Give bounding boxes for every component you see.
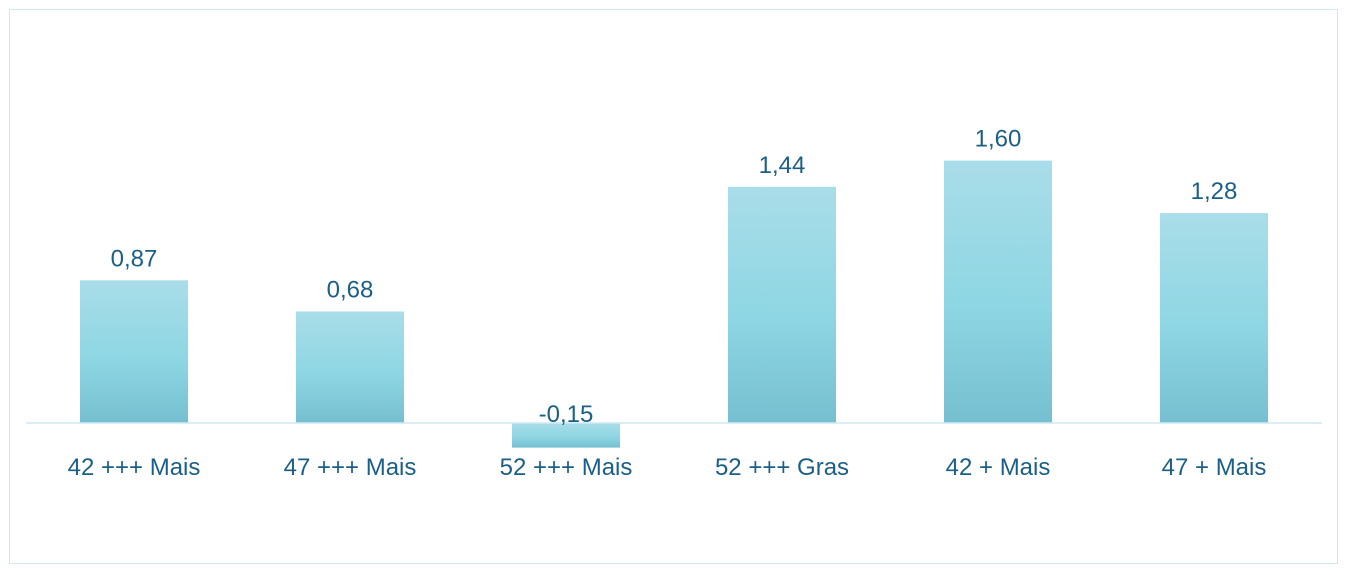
value-label-1: 0,87: [111, 245, 158, 272]
category-label-1: 42 +++ Mais: [68, 454, 201, 481]
value-label-5: 1,60: [975, 126, 1022, 153]
category-label-6: 47 + Mais: [1162, 454, 1267, 481]
bar-1: [80, 280, 188, 423]
bar-5: [944, 160, 1052, 423]
value-labels-group: 0,87 0,68 -0,15 1,44 1,60 1,28: [111, 126, 1238, 428]
bar-4: [728, 186, 836, 423]
category-labels-group: 42 +++ Mais 47 +++ Mais 52 +++ Mais 52 +++ …: [68, 454, 1267, 481]
value-label-4: 1,44: [759, 152, 806, 179]
bars-group: [80, 160, 1268, 448]
chart-frame: [9, 9, 1338, 564]
bar-3: [512, 423, 620, 448]
category-label-5: 42 + Mais: [946, 454, 1051, 481]
bar-6: [1160, 213, 1268, 423]
bar-2: [296, 311, 404, 423]
category-label-3: 52 +++ Mais: [500, 454, 633, 481]
category-label-2: 47 +++ Mais: [284, 454, 417, 481]
value-label-2: 0,68: [327, 276, 374, 303]
value-label-6: 1,28: [1191, 178, 1238, 205]
category-label-4: 52 +++ Gras: [715, 454, 849, 481]
value-label-3: -0,15: [539, 401, 594, 428]
